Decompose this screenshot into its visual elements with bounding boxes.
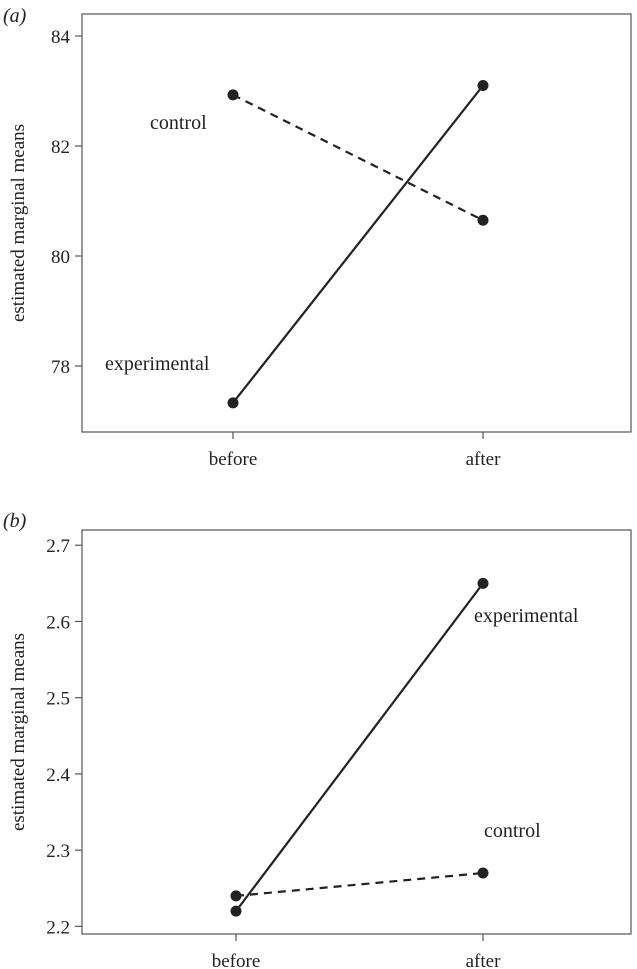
- panel-b: (b) 2.2 2.3 2.4 2.5 2.6 2.7 before after estimate…: [3, 510, 632, 969]
- y-tick-label: 78: [51, 357, 70, 378]
- y-tick-label: 82: [51, 137, 70, 158]
- panel-label: (b): [3, 510, 27, 532]
- y-axis-label: estimated marginal means: [8, 633, 29, 831]
- data-point-experimental: [477, 577, 489, 589]
- plot-frame: [81, 529, 632, 935]
- series-label-control: control: [484, 820, 541, 842]
- y-tick-label: 2.4: [46, 765, 70, 786]
- data-point-experimental: [227, 397, 239, 409]
- y-tick-label: 2.6: [46, 612, 70, 633]
- y-tick-label: 2.3: [46, 841, 70, 862]
- plot-frame: [81, 13, 632, 433]
- data-point-control: [477, 214, 489, 226]
- y-tick-label: 2.5: [46, 689, 70, 710]
- data-point-control: [477, 867, 489, 879]
- y-tick-label: 2.2: [46, 917, 70, 938]
- data-point-experimental: [230, 905, 242, 917]
- x-tick-label: after: [466, 449, 501, 470]
- data-point-control: [227, 89, 239, 101]
- data-point-experimental: [477, 80, 489, 91]
- series-line-control: [232, 93, 484, 222]
- x-tick-label: before: [212, 951, 261, 969]
- series-line-experimental: [232, 84, 484, 404]
- x-tick-label: after: [466, 951, 501, 969]
- series-line-control: [235, 871, 484, 897]
- y-tick-label: 80: [51, 247, 70, 268]
- y-tick-label: 84: [51, 27, 71, 48]
- series-line-experimental: [235, 582, 484, 912]
- x-tick-label: before: [209, 449, 258, 470]
- y-tick-label: 2.7: [46, 536, 70, 557]
- series-label-experimental: experimental: [474, 605, 579, 627]
- panel-a: (a) 78 80 82 84 before after estimated marginal…: [3, 5, 632, 470]
- data-point-control: [230, 890, 242, 902]
- series-label-control: control: [150, 112, 207, 134]
- y-axis-label: estimated marginal means: [8, 124, 29, 322]
- panel-label: (a): [3, 5, 27, 27]
- series-label-experimental: experimental: [105, 353, 210, 375]
